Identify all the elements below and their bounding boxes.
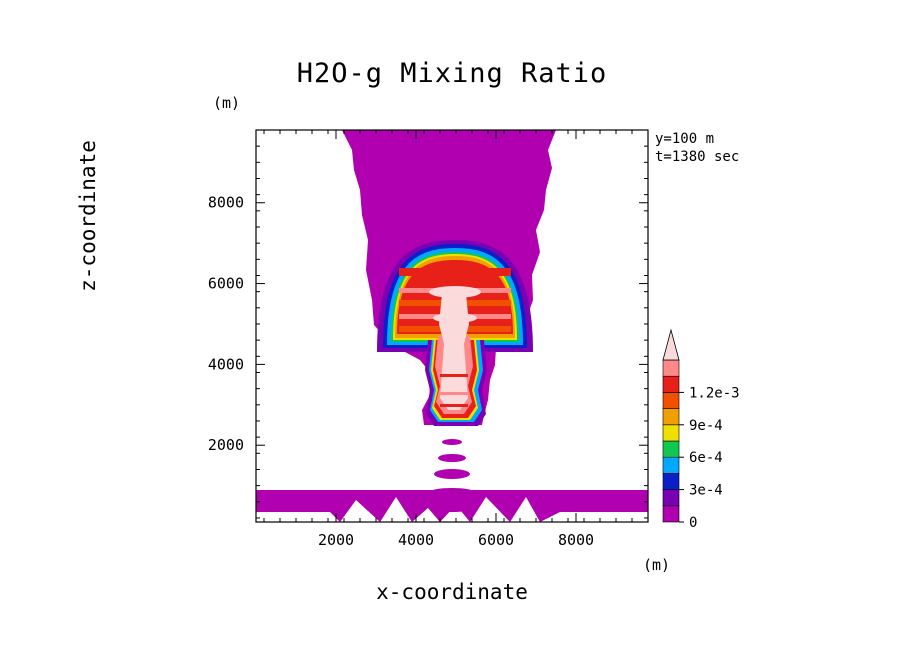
column-band-2: [440, 404, 468, 407]
y-tick-label: 8000: [208, 194, 244, 212]
time-annotation: t=1380 sec: [655, 149, 740, 165]
colorbar-label: 9e-4: [689, 418, 723, 434]
colorbar-segment: [662, 473, 680, 490]
y-tick-label: 2000: [208, 436, 244, 454]
colorbar-segment: [662, 440, 680, 458]
colorbar-segment: [662, 375, 680, 393]
x-tick-label: 6000: [478, 531, 514, 549]
colorbar-segment: [662, 505, 680, 523]
y-tick-label: 4000: [208, 355, 244, 373]
contour-field: [256, 130, 648, 522]
colorbar-label: 0: [689, 515, 697, 531]
lower-blob-2: [434, 469, 470, 479]
cap-band-4: [399, 268, 511, 276]
column-level-5: [439, 294, 469, 410]
column-band-0: [440, 374, 468, 377]
lower-blob-0: [442, 439, 462, 445]
colorbar-segment: [662, 456, 680, 474]
x-tick-label: 4000: [398, 531, 434, 549]
colorbar-segment: [662, 489, 680, 507]
boundary-layer-region: [256, 490, 648, 522]
colorbar-segment: [662, 424, 680, 442]
colorbar-label: 6e-4: [689, 450, 723, 466]
colorbar-label: 1.2e-3: [689, 385, 740, 401]
chart-title: H2O-g Mixing Ratio: [296, 58, 608, 89]
slice-annotation: y=100 m: [655, 131, 715, 147]
colorbar-segment: [662, 408, 680, 426]
x-axis-unit: (m): [643, 556, 671, 574]
y-axis-unit: (m): [213, 94, 241, 112]
colorbar-segment: [662, 359, 680, 377]
y-tick-label: 6000: [208, 275, 244, 293]
plot-frame: [255, 129, 649, 523]
colorbar-label: 3e-4: [689, 483, 723, 499]
colorbar-extend-triangle: [662, 328, 680, 361]
x-tick-label: 2000: [318, 531, 354, 549]
x-tick-label: 8000: [558, 531, 594, 549]
colorbar-segment: [662, 392, 680, 409]
column-band-1: [440, 392, 468, 395]
lower-blob-1: [438, 454, 466, 462]
x-axis-label: x-coordinate: [376, 580, 528, 604]
